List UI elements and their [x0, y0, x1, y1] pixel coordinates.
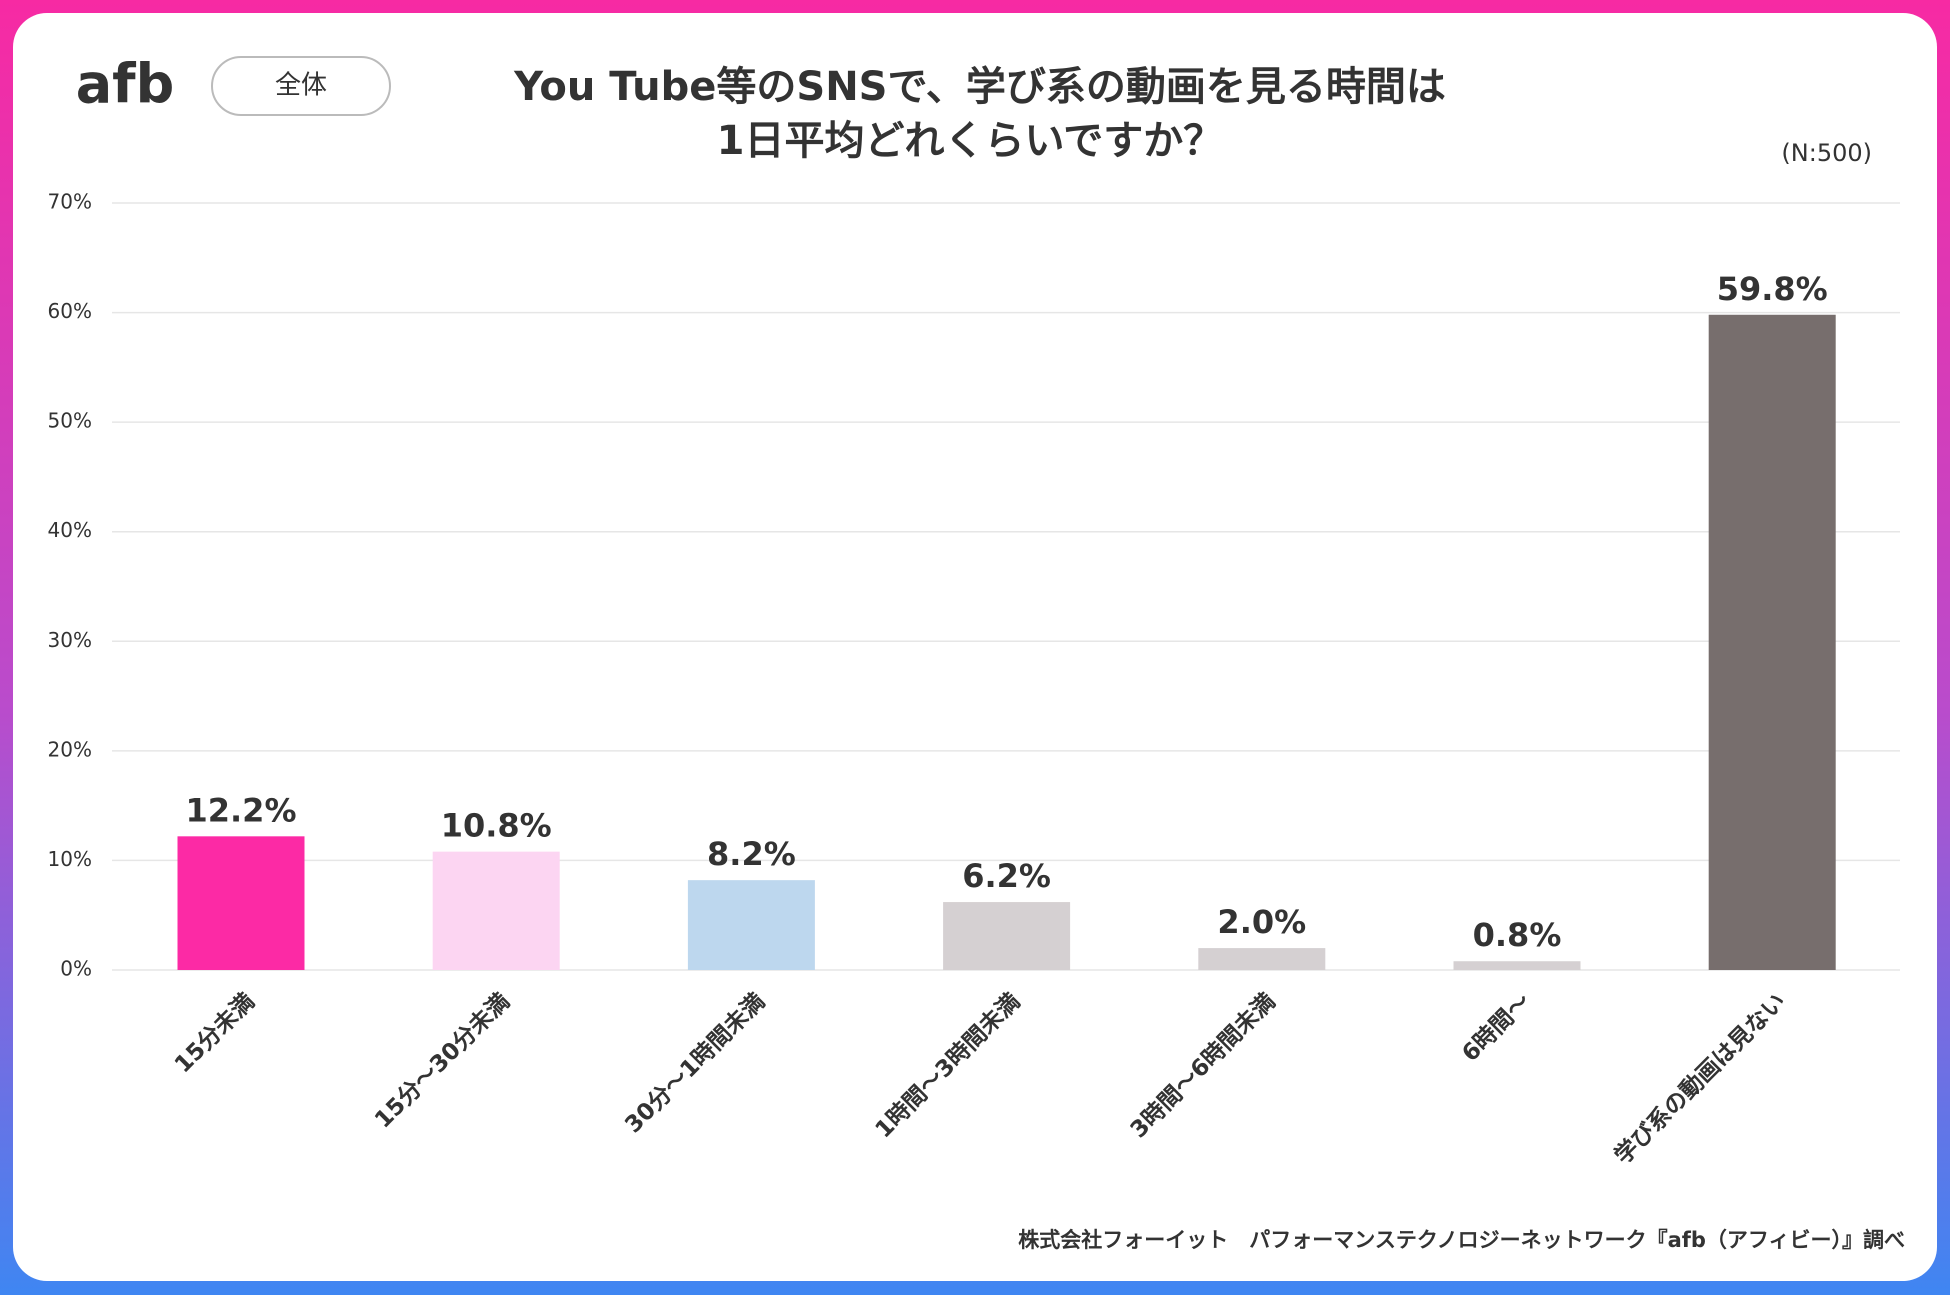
bar [943, 902, 1071, 970]
value-label: 12.2% [185, 791, 296, 829]
bar [1198, 948, 1326, 970]
chart-title: You Tube等のSNSで、学び系の動画を見る時間は [513, 64, 1446, 110]
badge [211, 56, 391, 116]
chart-title: 1日平均どれくらいですか？ [717, 118, 1224, 164]
bar [1453, 961, 1581, 970]
y-tick-label: 40% [48, 518, 92, 542]
value-label: 6.2% [962, 857, 1051, 895]
value-label: 8.2% [707, 835, 796, 873]
bar [687, 880, 815, 970]
logo: afb [76, 53, 175, 116]
y-tick-label: 50% [48, 409, 92, 433]
y-tick-label: 10% [48, 847, 92, 871]
bar [432, 851, 560, 970]
y-tick-label: 0% [60, 957, 92, 981]
sample-size: (N:500) [1781, 139, 1872, 167]
y-tick-label: 70% [48, 190, 92, 214]
y-tick-label: 20% [48, 737, 92, 761]
badge-label: 全体 [275, 71, 327, 101]
bar [1708, 314, 1836, 971]
source: 株式会社フォーイット パフォーマンステクノロジーネットワーク『afb（アフィビー… [1018, 1228, 1905, 1252]
value-label: 10.8% [441, 807, 552, 845]
value-label: 0.8% [1473, 916, 1562, 954]
bar [177, 836, 305, 970]
value-label: 2.0% [1217, 903, 1306, 941]
y-tick-label: 60% [48, 299, 92, 323]
value-label: 59.8% [1717, 270, 1828, 308]
y-tick-label: 30% [48, 628, 92, 652]
